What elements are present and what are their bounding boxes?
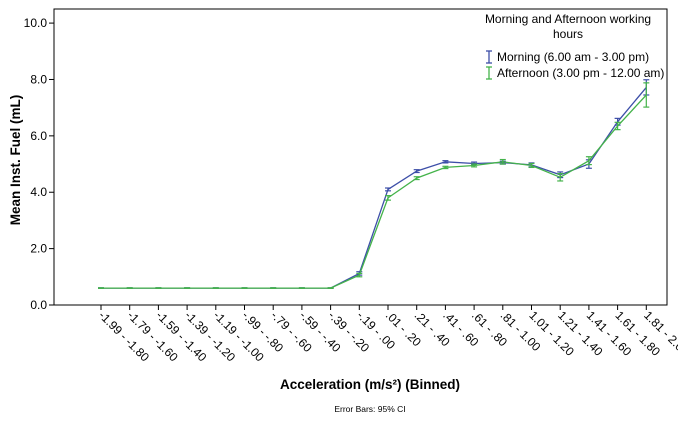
legend-item-afternoon: Afternoon (3.00 pm - 12.00 am) [486,66,664,80]
y-tick-label: 2.0 [30,242,47,256]
error-bar-afternoon [327,287,334,289]
legend-item-morning: Morning (6.00 am - 3.00 pm) [486,50,649,64]
error-bar-afternoon [499,158,506,165]
legend-errorbar-morning-icon [486,50,492,64]
error-bar-afternoon [385,195,391,201]
x-axis: -1.99 - -1.80-1.79 - -1.60-1.59 - -1.40-… [96,305,678,365]
error-bar-afternoon [184,287,191,289]
error-bar-morning [385,187,391,192]
error-bar-afternoon [585,156,592,166]
error-bar-afternoon [614,121,621,131]
error-bar-afternoon [471,163,478,168]
error-bar-afternoon [241,287,248,289]
error-bar-afternoon [298,287,305,289]
legend-errorbar-afternoon-icon [486,66,492,80]
error-bar-afternoon [557,173,564,182]
error-bar-morning [413,169,420,174]
legend: Morning and Afternoon working hours Morn… [485,12,664,80]
y-tick-label: 4.0 [30,185,47,199]
error-bar-afternoon [528,162,535,169]
series-line-afternoon [101,94,647,289]
error-bar-afternoon [212,287,219,289]
plot-area [53,8,668,306]
y-tick-label: 6.0 [30,129,47,143]
error-bar-afternoon [442,165,449,170]
error-bar-afternoon [356,272,363,278]
y-axis: 0.0 2.0 4.0 6.0 8.0 10.0 [24,16,54,312]
error-bar-afternoon [155,287,162,289]
x-axis-title: Acceleration (m/s²) (Binned) [280,377,460,392]
error-bar-afternoon [413,176,420,181]
error-bar-afternoon [270,287,277,289]
series-layer [98,79,650,289]
legend-title-line-2: hours [553,27,583,41]
y-tick-label: 0.0 [30,298,47,312]
error-bar-morning [442,160,449,164]
error-bar-afternoon [126,287,133,289]
legend-label-afternoon: Afternoon (3.00 pm - 12.00 am) [497,66,664,80]
y-tick-label: 10.0 [24,16,48,30]
legend-label-morning: Morning (6.00 am - 3.00 pm) [497,50,649,64]
y-tick-label: 8.0 [30,72,47,86]
error-bar-afternoon [98,287,104,289]
y-axis-title: Mean Inst. Fuel (mL) [8,95,23,226]
legend-title-line-1: Morning and Afternoon working [485,12,651,26]
error-bar-afternoon [643,82,650,108]
error-bars-footnote: Error Bars: 95% CI [334,404,405,414]
